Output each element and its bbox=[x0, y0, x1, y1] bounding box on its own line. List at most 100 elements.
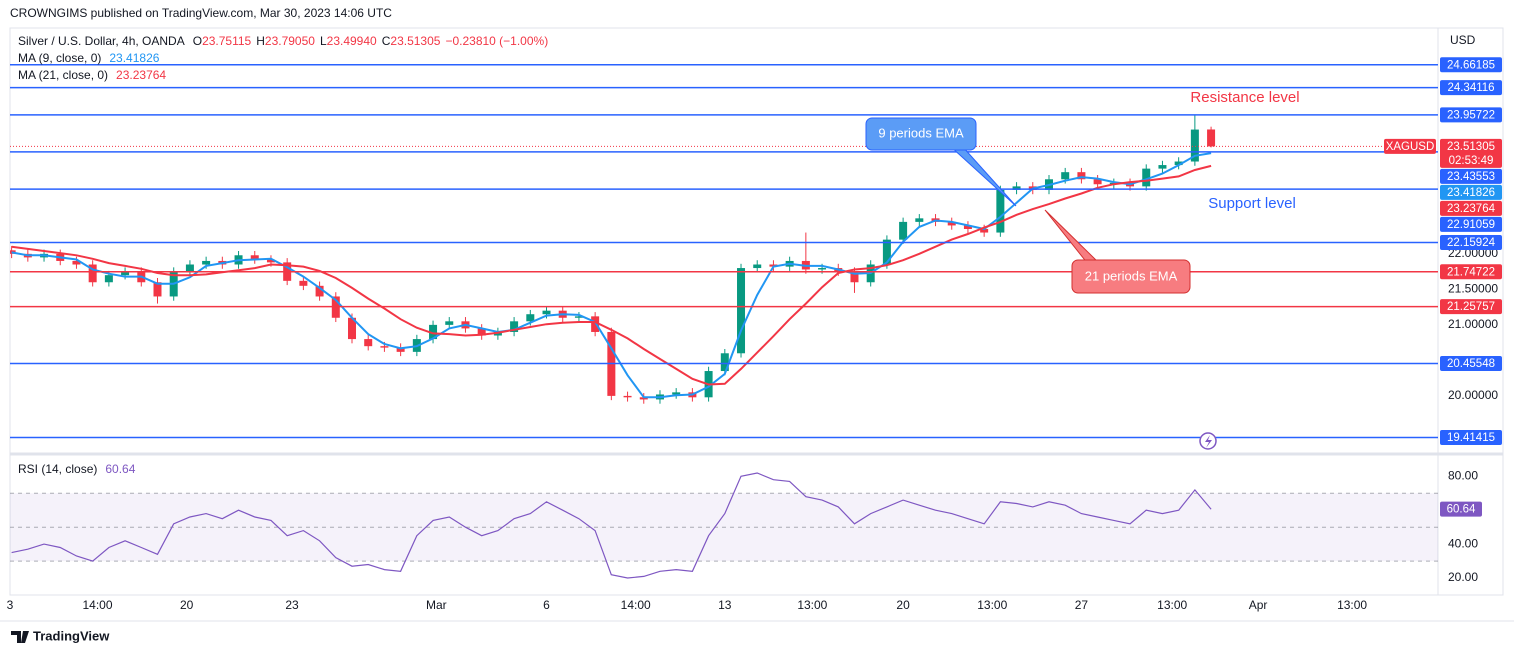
candle-body bbox=[121, 271, 130, 276]
rsi-tag bbox=[1440, 501, 1482, 517]
ohlc-key: O bbox=[193, 34, 202, 48]
symbol-tag bbox=[1384, 138, 1436, 154]
moving-average-line bbox=[11, 164, 1212, 386]
price-tag-label: 02:53:49 bbox=[1449, 155, 1494, 167]
candle-body bbox=[364, 339, 373, 347]
price-tag-label: 20.45548 bbox=[1447, 358, 1495, 370]
candle-body bbox=[737, 268, 746, 354]
candle-body bbox=[1077, 172, 1086, 180]
candle-body bbox=[753, 264, 762, 269]
support-annotation: Support level bbox=[1208, 195, 1296, 212]
rsi-line bbox=[11, 472, 1212, 579]
candle-body bbox=[996, 189, 1005, 233]
price-tag bbox=[1440, 200, 1502, 216]
brand-name: TradingView bbox=[33, 628, 110, 643]
candle-body bbox=[202, 260, 211, 265]
candle-body bbox=[477, 328, 486, 336]
candle-body bbox=[396, 347, 405, 352]
price-tag bbox=[1440, 235, 1502, 251]
y-tick-label: 21.50000 bbox=[1448, 282, 1498, 296]
candle-body bbox=[899, 221, 908, 240]
price-tag-label: 22.91059 bbox=[1447, 219, 1495, 231]
candle-body bbox=[947, 221, 956, 226]
price-tag bbox=[1440, 299, 1502, 315]
candle-body bbox=[672, 392, 681, 395]
price-tag bbox=[1440, 80, 1502, 96]
x-tick-label: 13:00 bbox=[1157, 598, 1187, 612]
ma-legend: MA (21, close, 0) 23.23764 bbox=[18, 68, 166, 82]
price-tag-label: 24.34116 bbox=[1447, 82, 1494, 94]
candle-body bbox=[1012, 186, 1021, 190]
callout-text: 9 periods EMA bbox=[878, 125, 964, 140]
candle-body bbox=[153, 282, 162, 297]
x-tick-label: 13:00 bbox=[977, 598, 1007, 612]
x-tick-label: 6 bbox=[543, 598, 550, 612]
candle-body bbox=[104, 275, 113, 283]
price-tag-label: 21.74722 bbox=[1447, 266, 1495, 278]
x-tick-label: 13:00 bbox=[1337, 598, 1367, 612]
candle-body bbox=[1142, 168, 1151, 187]
moving-average-line bbox=[11, 152, 1212, 399]
candle-body bbox=[574, 316, 583, 318]
symbol-tag-label: XAGUSD bbox=[1386, 141, 1435, 153]
ma-value: 23.41826 bbox=[109, 51, 159, 65]
candle-body bbox=[526, 314, 535, 322]
candle-body bbox=[315, 285, 324, 297]
x-tick-label: Apr bbox=[1249, 598, 1268, 612]
candle-body bbox=[493, 331, 502, 336]
price-tag-label: 21.25757 bbox=[1447, 301, 1495, 313]
candle-body bbox=[720, 353, 729, 372]
y-tick-label: 20.00000 bbox=[1448, 388, 1498, 402]
x-tick-label: 27 bbox=[1075, 598, 1089, 612]
candle-body bbox=[1174, 161, 1183, 166]
candle-body bbox=[429, 324, 438, 340]
candle-body bbox=[250, 255, 259, 260]
candle-body bbox=[299, 280, 308, 286]
y-tick-label: 21.00000 bbox=[1448, 317, 1498, 331]
ma-name: MA (21, close, 0) bbox=[18, 68, 108, 82]
rsi-tick-label: 40.00 bbox=[1448, 536, 1478, 550]
x-tick-label: 20 bbox=[896, 598, 910, 612]
ma-value: 23.23764 bbox=[116, 68, 166, 82]
price-tag bbox=[1440, 184, 1502, 200]
ohlc-value: 23.79050 bbox=[265, 34, 315, 48]
candle-body bbox=[185, 264, 194, 272]
rsi-pane bbox=[10, 472, 1438, 579]
symbol-legend: Silver / U.S. Dollar, 4h, OANDA O23.75115… bbox=[18, 34, 548, 48]
price-tag bbox=[1440, 356, 1502, 372]
callout-text: 21 periods EMA bbox=[1085, 268, 1178, 283]
change-value: −0.23810 (−1.00%) bbox=[445, 34, 548, 48]
candle-body bbox=[850, 271, 859, 283]
price-tag-label: 23.43553 bbox=[1447, 171, 1495, 183]
candle-body bbox=[623, 395, 632, 398]
rsi-tick-label: 80.00 bbox=[1448, 469, 1478, 483]
candle-body bbox=[542, 310, 551, 315]
price-tag-label: 22.15924 bbox=[1447, 237, 1496, 249]
candle-body bbox=[769, 264, 778, 267]
candle-body bbox=[980, 228, 989, 233]
callout-box bbox=[865, 117, 977, 151]
x-tick-label: 13:00 bbox=[797, 598, 827, 612]
price-tag-label: 24.66185 bbox=[1447, 59, 1495, 71]
x-tick-label: 3 bbox=[7, 598, 14, 612]
chart-frame bbox=[9, 27, 1504, 596]
rsi-name: RSI (14, close) bbox=[18, 462, 97, 476]
price-tag bbox=[1440, 264, 1502, 280]
symbol-title: Silver / U.S. Dollar, 4h, OANDA bbox=[18, 34, 185, 48]
publish-info: CROWNGIMS published on TradingView.com, … bbox=[10, 6, 392, 20]
ohlc-key: H bbox=[256, 34, 265, 48]
price-tag bbox=[1440, 430, 1502, 446]
price-tag-label: 23.23764 bbox=[1447, 203, 1496, 215]
ohlc-key: C bbox=[382, 34, 391, 48]
candle-body bbox=[1207, 129, 1216, 147]
candle-body bbox=[818, 268, 827, 270]
candle-body bbox=[510, 321, 519, 332]
price-tag bbox=[1440, 107, 1502, 123]
candle-body bbox=[266, 259, 275, 263]
price-tag bbox=[1440, 216, 1502, 232]
candle-body bbox=[915, 218, 924, 222]
ohlc-key: L bbox=[320, 34, 327, 48]
candle-body bbox=[1158, 165, 1167, 169]
